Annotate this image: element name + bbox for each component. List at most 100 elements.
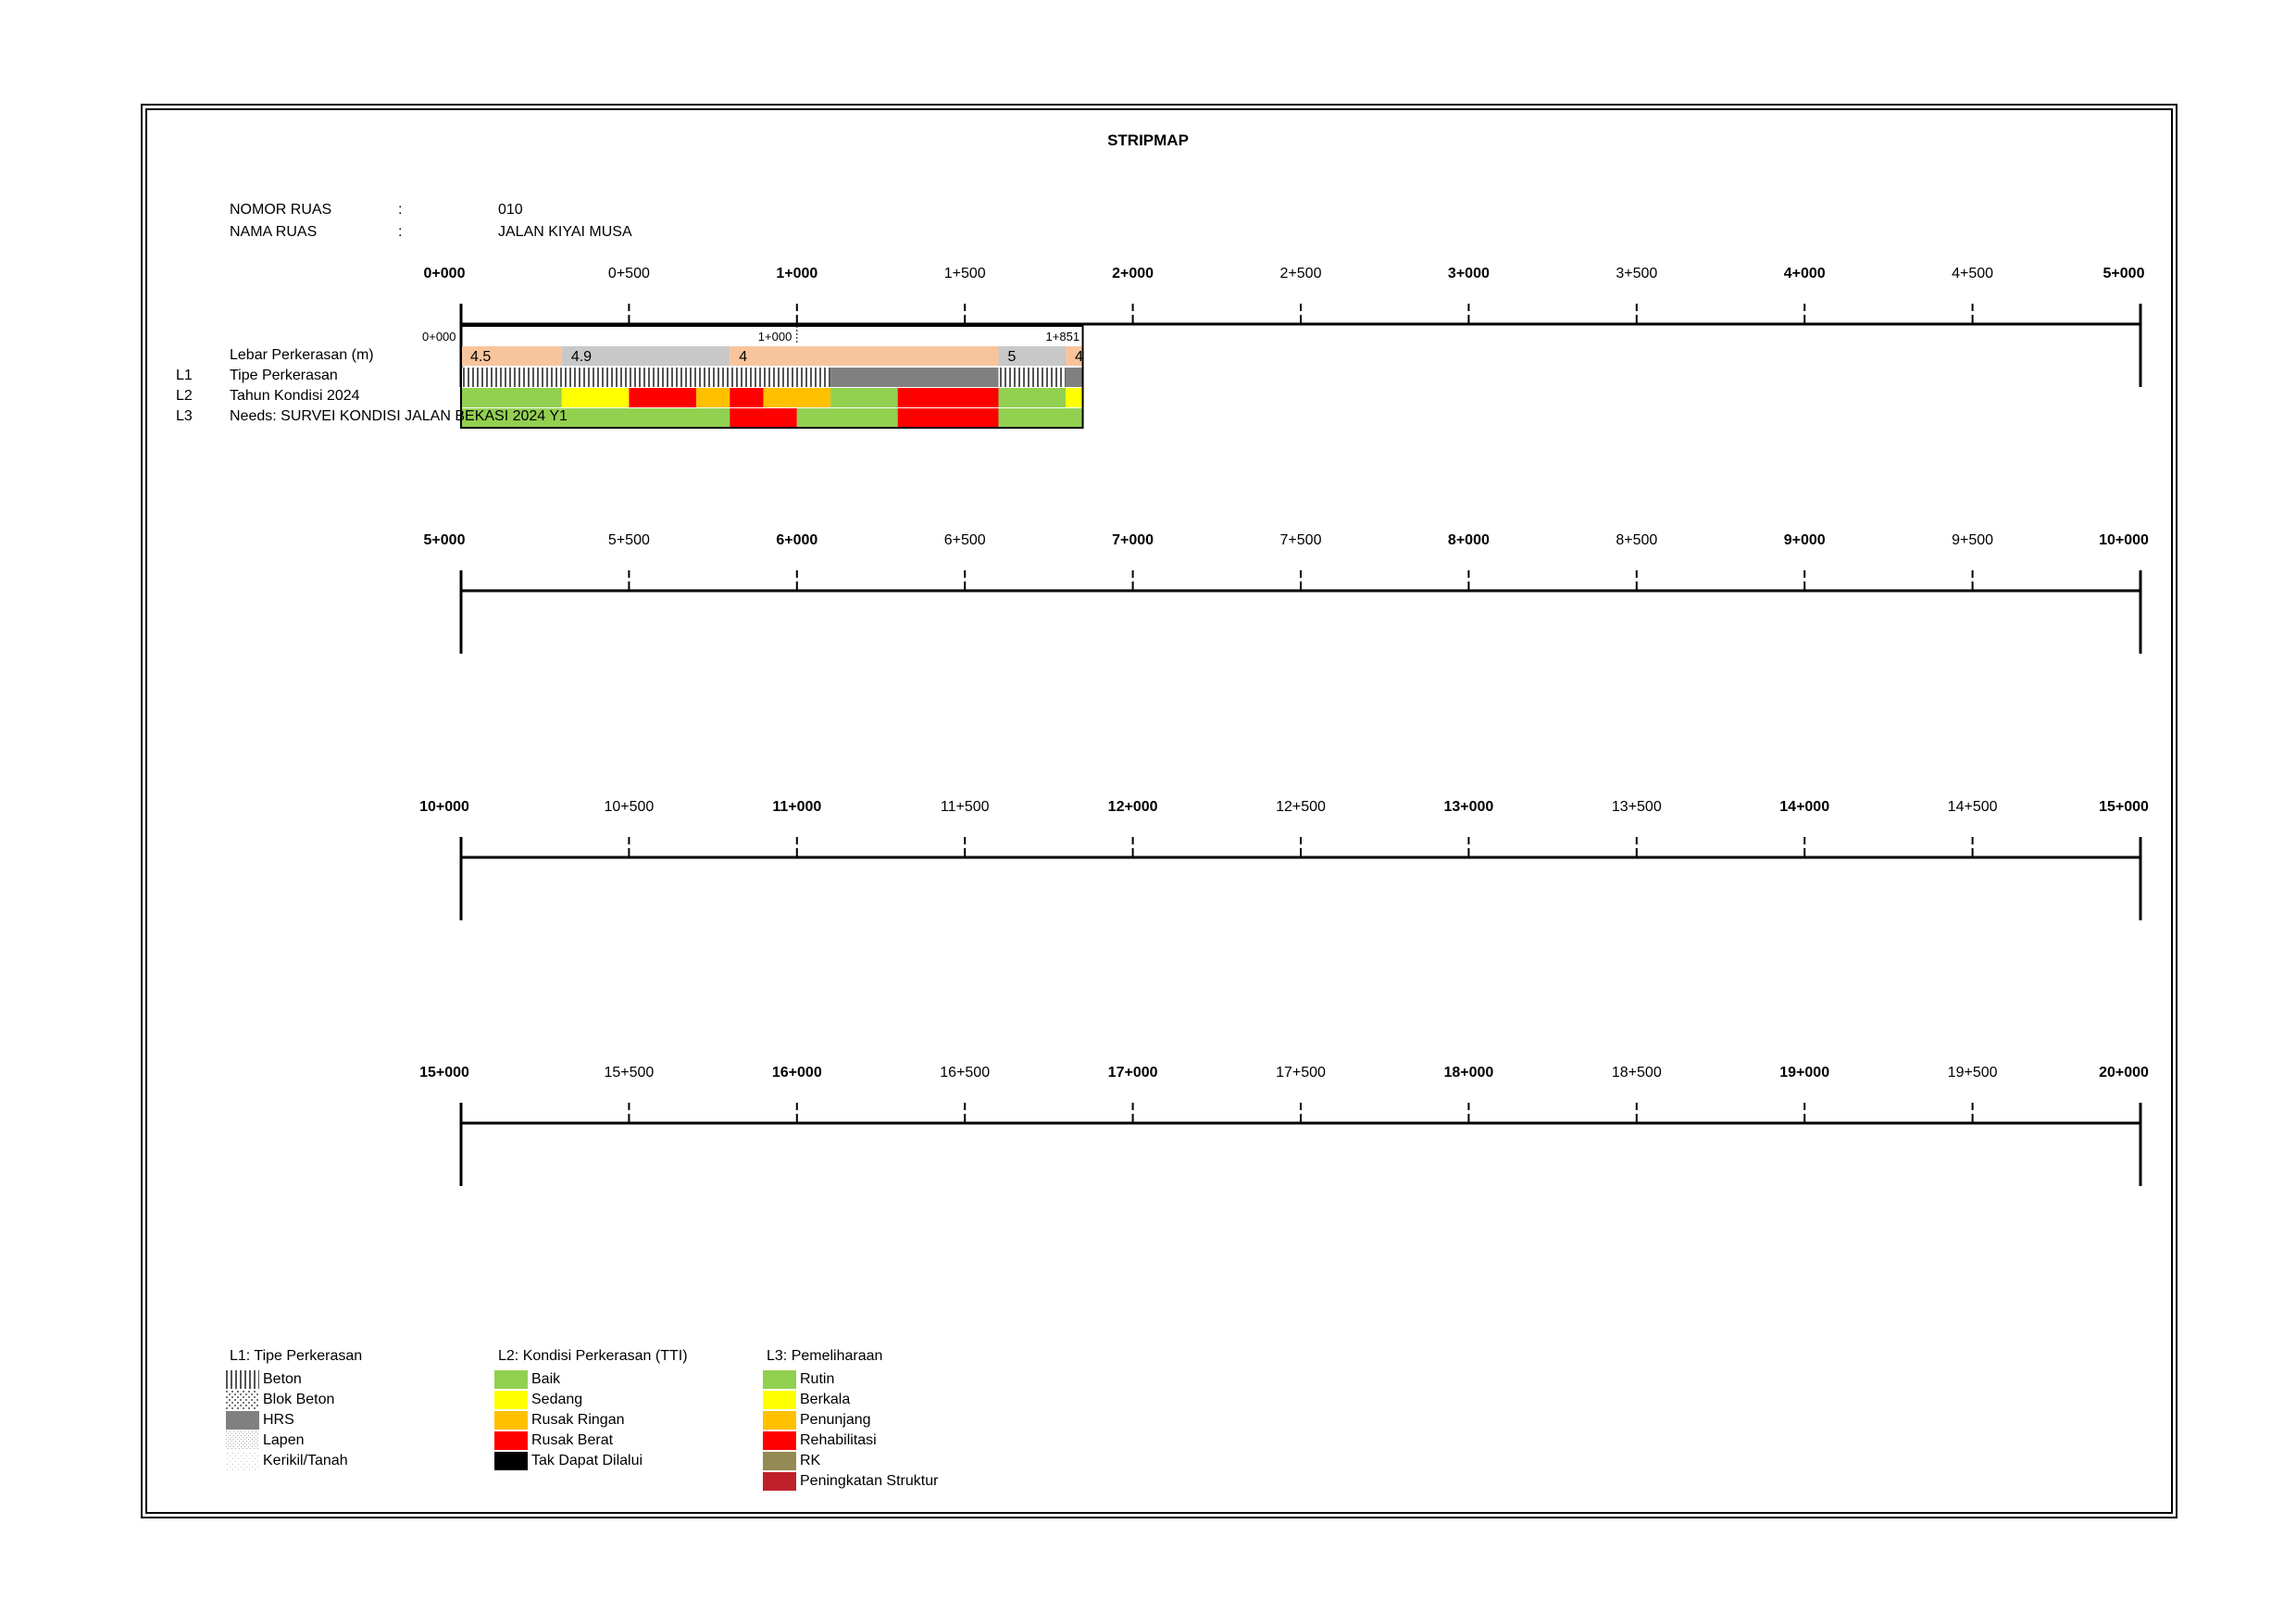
chainage-label: 11+500 xyxy=(941,799,990,815)
chainage-label: 19+500 xyxy=(1948,1065,1998,1081)
l2-row-label: Tahun Kondisi 2024 xyxy=(230,388,360,404)
chainage-label: 7+000 xyxy=(1112,532,1154,548)
chainage-label: 9+500 xyxy=(1952,532,1993,548)
chainage-label: 7+500 xyxy=(1280,532,1322,548)
nama-ruas-value: JALAN KIYAI MUSA xyxy=(498,224,632,240)
legend-item-label: Tak Dapat Dilalui xyxy=(531,1453,643,1468)
condition-segment xyxy=(1066,388,1083,407)
condition-segment xyxy=(695,388,730,407)
width-segment xyxy=(561,346,730,366)
chainage-label: 16+500 xyxy=(940,1065,990,1081)
needs-segment xyxy=(897,408,999,428)
chainage-label: 10+000 xyxy=(2099,532,2149,548)
condition-segment xyxy=(763,388,831,407)
chainage-label: 13+500 xyxy=(1612,799,1662,815)
legend-color-swatch xyxy=(494,1370,528,1389)
legend-item-label: Penunjang xyxy=(800,1412,871,1428)
chainage-label: 5+500 xyxy=(608,532,650,548)
legend-item-label: Rutin xyxy=(800,1371,835,1387)
width-value: 5 xyxy=(1007,349,1016,365)
legend-color-swatch xyxy=(763,1452,796,1470)
pavement-type-segment xyxy=(1066,368,1083,387)
width-segment xyxy=(1066,346,1083,366)
legend-item-label: Kerikil/Tanah xyxy=(263,1453,348,1468)
condition-segment xyxy=(897,388,999,407)
chainage-label: 15+000 xyxy=(419,1065,469,1081)
chainage-line-1: 0+000 0+500 1+000 1+500 2+000 2+500 3+000 3+500… xyxy=(424,266,2145,387)
needs-segment xyxy=(461,408,730,428)
legend-item-label: Baik xyxy=(531,1371,561,1387)
chainage-line-4: 15+000 15+500 16+000 16+500 17+000 17+500 18+0… xyxy=(419,1065,2149,1186)
legend-item-label: Peningkatan Struktur xyxy=(800,1473,939,1489)
chainage-label: 0+500 xyxy=(608,266,650,281)
legend-color-swatch xyxy=(494,1391,528,1409)
legend-color-swatch xyxy=(763,1370,796,1389)
chainage-label: 5+000 xyxy=(2103,266,2145,281)
l3-row-label: Needs: SURVEI KONDISI JALAN BEKASI 2024 … xyxy=(230,408,568,424)
chainage-line-2: 5+000 5+500 6+000 6+500 7+000 7+500 8+000 8+500… xyxy=(424,532,2149,654)
legend-color-swatch xyxy=(494,1452,528,1470)
nama-ruas-label: NAMA RUAS xyxy=(230,224,318,240)
chainage-label: 4+500 xyxy=(1952,266,1993,281)
legend-color-swatch xyxy=(763,1431,796,1450)
legend-l2-title: L2: Kondisi Perkerasan (TTI) xyxy=(498,1348,688,1364)
width-value: 4.5 xyxy=(470,349,491,365)
chainage-label: 1+500 xyxy=(944,266,986,281)
condition-segment xyxy=(830,388,898,407)
width-segment xyxy=(998,346,1067,366)
legend-color-swatch xyxy=(494,1411,528,1430)
condition-segment xyxy=(629,388,696,407)
nomor-ruas-value: 010 xyxy=(498,202,523,218)
width-row-label: Lebar Perkerasan (m) xyxy=(230,347,374,363)
width-row: 4.5 4.9 4 5 4 xyxy=(461,346,1083,366)
chainage-label: 20+000 xyxy=(2099,1065,2149,1081)
chainage-label: 17+000 xyxy=(1108,1065,1158,1081)
legend-pattern-swatch xyxy=(226,1391,259,1409)
chainage-label: 6+000 xyxy=(776,532,817,548)
width-segment xyxy=(730,346,999,366)
pavement-type-row xyxy=(461,368,1083,387)
chainage-label: 19+000 xyxy=(1779,1065,1829,1081)
width-value: 4 xyxy=(739,349,747,365)
legend-pattern-swatch xyxy=(226,1452,259,1470)
nomor-ruas-colon: : xyxy=(398,202,403,218)
legend-item-label: Rehabilitasi xyxy=(800,1432,877,1448)
chainage-label: 14+500 xyxy=(1948,799,1998,815)
page-title: STRIPMAP xyxy=(1107,131,1189,149)
legend-color-swatch xyxy=(763,1472,796,1491)
chainage-label: 8+500 xyxy=(1616,532,1657,548)
chainage-label: 12+500 xyxy=(1276,799,1326,815)
road-start-label: 0+000 xyxy=(422,330,456,344)
chainage-label: 11+000 xyxy=(772,799,821,815)
condition-segment xyxy=(561,388,630,407)
legend-item-label: HRS xyxy=(263,1412,294,1428)
road-outline xyxy=(460,325,1084,429)
chainage-label: 8+000 xyxy=(1448,532,1490,548)
legend-item-label: RK xyxy=(800,1453,821,1468)
legend-pattern-swatch xyxy=(226,1431,259,1450)
l3-code: L3 xyxy=(176,408,193,424)
legend-color-swatch xyxy=(494,1431,528,1450)
legend-color-swatch xyxy=(763,1411,796,1430)
chainage-label: 18+000 xyxy=(1443,1065,1493,1081)
chainage-label: 18+500 xyxy=(1612,1065,1662,1081)
l2-code: L2 xyxy=(176,388,193,404)
chainage-label: 16+000 xyxy=(772,1065,822,1081)
condition-segment xyxy=(730,388,764,407)
legend-item-label: Sedang xyxy=(531,1392,583,1407)
pavement-type-segment xyxy=(461,368,831,387)
condition-segment xyxy=(461,388,562,407)
chainage-label: 13+000 xyxy=(1443,799,1493,815)
legend-item-label: Rusak Ringan xyxy=(531,1412,625,1428)
chainage-label: 2+500 xyxy=(1280,266,1322,281)
legend-l3-title: L3: Pemeliharaan xyxy=(767,1348,883,1364)
chainage-label: 17+500 xyxy=(1276,1065,1326,1081)
chainage-line-3: 10+000 10+500 11+000 11+500 12+000 12+500 13+0… xyxy=(419,799,2149,920)
nama-ruas-colon: : xyxy=(398,224,403,240)
legend-item-label: Beton xyxy=(263,1371,302,1387)
width-value: 4.9 xyxy=(571,349,592,365)
chainage-label: 14+000 xyxy=(1779,799,1829,815)
outer-frame xyxy=(141,104,2177,1518)
chainage-label: 2+000 xyxy=(1112,266,1154,281)
